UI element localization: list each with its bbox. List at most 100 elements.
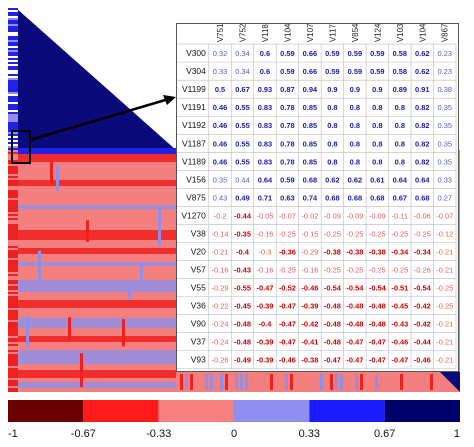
overview-strip-cell: [8, 382, 18, 384]
overview-strip-cell: [8, 370, 18, 372]
cell-value: 0.68: [303, 175, 317, 184]
overview-strip-cell: [8, 186, 18, 188]
overview-strip-cell: [8, 194, 18, 196]
overview-strip-cell: [8, 54, 18, 56]
zoomed-correlation-table: V751 V752 V1188 V1045 V1072 V1171 V854 V1240 V10…: [176, 23, 459, 372]
overview-strip-cell: [8, 282, 18, 284]
overview-strip-cell: [8, 42, 18, 44]
overview-band: [8, 148, 176, 154]
overview-strip-cell: [8, 320, 18, 322]
overview-strip-cell: [8, 240, 18, 242]
cell-value: 0.33: [438, 175, 452, 184]
overview-streak: [335, 374, 338, 390]
cell-value: -0.47: [279, 320, 296, 329]
cell-value: -0.48: [346, 302, 363, 311]
overview-strip-cell: [8, 48, 18, 50]
overview-bottom-region: [176, 372, 460, 392]
cell-value: -0.39: [256, 338, 273, 347]
overview-upper-triangle: [16, 8, 176, 150]
overview-strip-cell: [8, 340, 18, 342]
cell-value: -0.06: [414, 211, 431, 220]
cell-value: 0.8: [372, 139, 382, 148]
overview-strip-cell: [8, 182, 18, 184]
cell-value: -0.16: [301, 266, 318, 275]
row-label: V37: [191, 337, 206, 347]
cell-value: -0.07: [436, 211, 453, 220]
overview-strip-cell: [8, 118, 18, 120]
overview-strip-cell: [8, 262, 18, 264]
cell-value: -0.39: [301, 302, 318, 311]
cell-value: -0.4: [236, 248, 250, 257]
overview-strip-cell: [8, 82, 18, 84]
cell-value: 0.78: [280, 157, 294, 166]
cell-value: -0.25: [279, 229, 296, 238]
overview-strip-cell: [8, 308, 18, 310]
overview-strip-cell: [8, 40, 18, 42]
cell-value: -0.26: [414, 266, 431, 275]
overview-strip-cell: [8, 314, 18, 316]
overview-strip-cell: [8, 322, 18, 324]
overview-strip-cell: [8, 24, 18, 26]
overview-strip-cell: [8, 80, 18, 82]
overview-strip-cell: [8, 72, 18, 74]
cell-value: -0.09: [324, 211, 341, 220]
overview-strip-cell: [8, 120, 18, 122]
row-label: V300: [186, 48, 206, 58]
overview-strip-cell: [8, 362, 18, 364]
overview-streak: [26, 316, 29, 347]
overview-strip-cell: [8, 244, 18, 246]
cell-value: 0.35: [438, 121, 452, 130]
overview-strip-cell: [8, 14, 18, 16]
overview-strip-cell: [8, 52, 18, 54]
cell-value: -0.21: [436, 248, 453, 257]
cell-value: -0.48: [234, 320, 251, 329]
overview-streak: [355, 374, 358, 390]
cell-value: -0.09: [369, 211, 386, 220]
overview-strip-cell: [8, 250, 18, 252]
cell-value: 0.62: [325, 175, 339, 184]
overview-strip-cell: [8, 332, 18, 334]
overview-strip-cell: [8, 288, 18, 290]
overview-strip-cell: [8, 204, 18, 206]
overview-band: [18, 248, 184, 254]
cell-value: -0.47: [346, 338, 363, 347]
cell-value: -0.47: [256, 284, 273, 293]
overview-streak: [240, 374, 243, 390]
cell-value: -0.42: [414, 302, 431, 311]
overview-strip-cell: [8, 276, 18, 278]
overview-strip-cell: [8, 274, 18, 276]
overview-streak: [375, 374, 378, 390]
cell-value: -0.29: [301, 248, 318, 257]
cell-value: 0.55: [235, 157, 249, 166]
legend-tick-label: 0.67: [374, 428, 395, 440]
cell-value: -0.25: [436, 302, 453, 311]
cell-value: 0.34: [235, 67, 249, 76]
cell-value: 0.23: [438, 67, 452, 76]
cell-value: 0.32: [213, 49, 227, 58]
row-label: V38: [191, 228, 206, 238]
overview-strip-cell: [8, 180, 18, 182]
overview-strip-cell: [8, 86, 18, 88]
cell-value: 0.8: [372, 157, 382, 166]
overview-strip-cell: [8, 222, 18, 224]
overview-streak: [122, 319, 125, 347]
cell-value: -0.25: [324, 266, 341, 275]
cell-value: -0.09: [346, 211, 363, 220]
cell-value: -0.25: [391, 266, 408, 275]
cell-value: 0.6: [260, 67, 270, 76]
cell-value: -0.43: [391, 320, 408, 329]
overview-strip-cell: [8, 10, 18, 12]
overview-strip-cell: [8, 104, 18, 106]
overview-strip-cell: [8, 184, 18, 186]
cell-value: 0.64: [258, 175, 273, 184]
cell-value: 0.8: [350, 121, 360, 130]
cell-value: -0.25: [346, 266, 363, 275]
cell-value: 0.64: [393, 175, 408, 184]
cell-value: 0.89: [393, 85, 407, 94]
cell-value: -0.46: [414, 356, 431, 365]
cell-value: 0.8: [350, 157, 360, 166]
cell-value: -0.47: [391, 356, 408, 365]
cell-value: -0.48: [324, 320, 341, 329]
cell-value: 0.78: [280, 139, 294, 148]
cell-value: -0.47: [324, 356, 341, 365]
